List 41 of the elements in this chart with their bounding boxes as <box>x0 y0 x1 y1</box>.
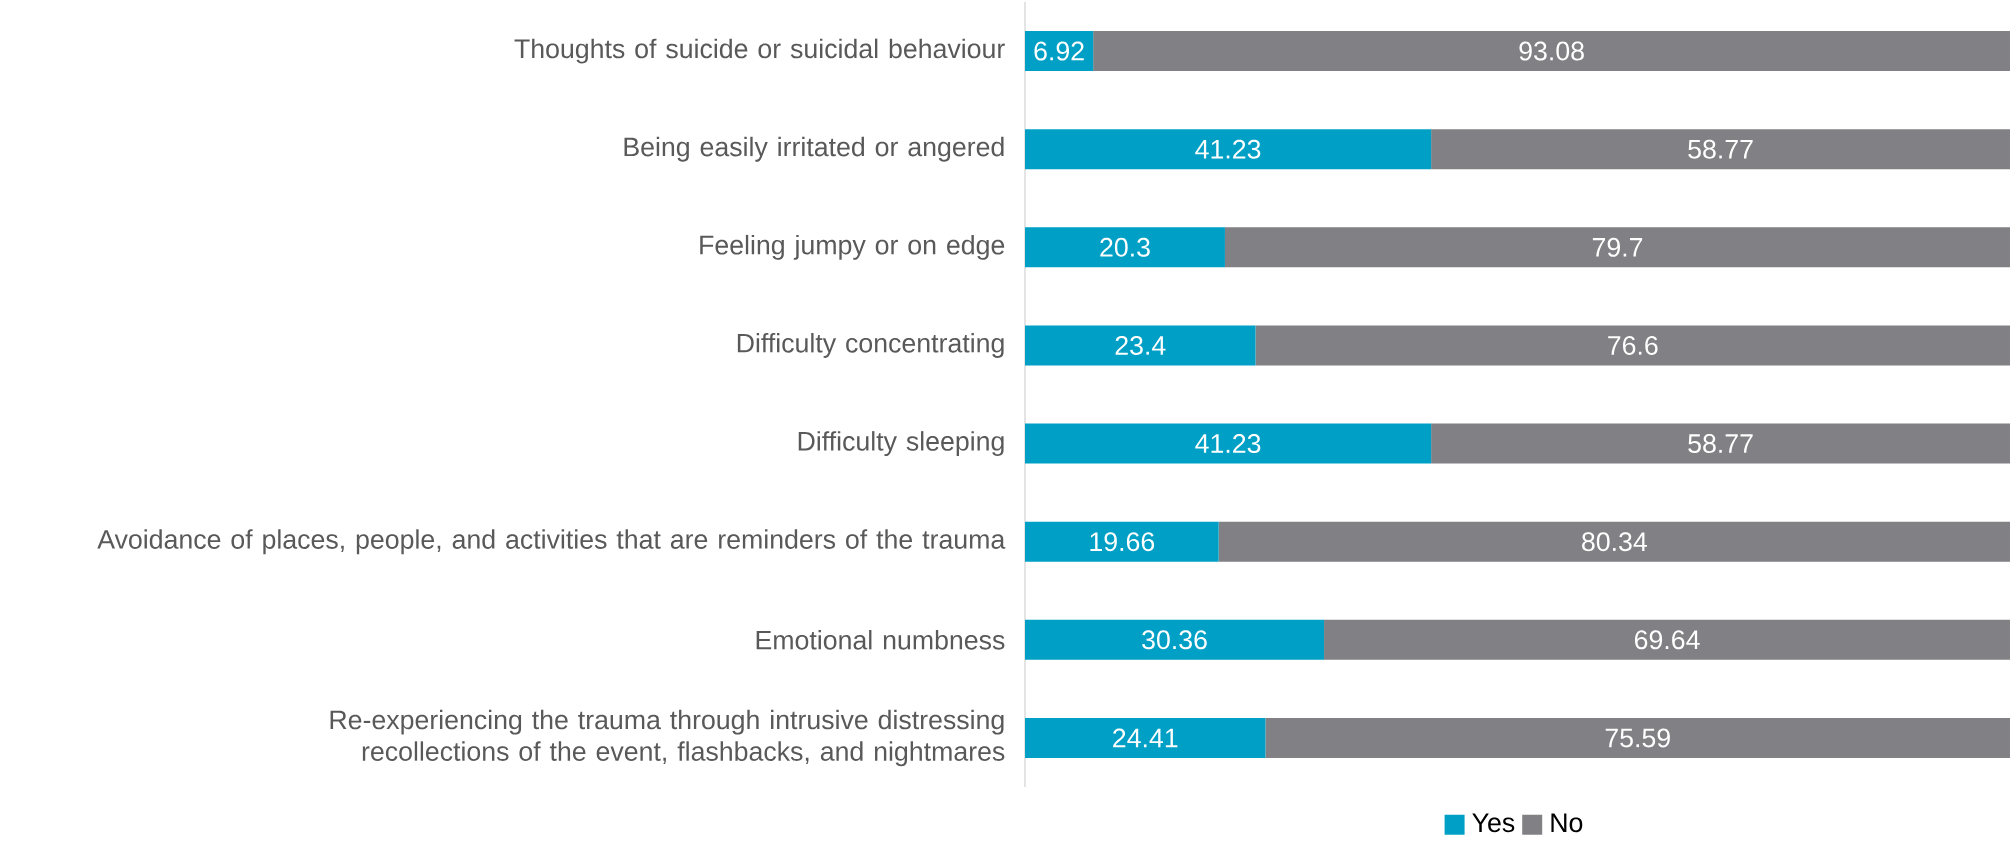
data-label: 79.7 <box>1592 237 1643 257</box>
data-label: 41.23 <box>1195 139 1261 159</box>
y-tick-label: Difficulty sleeping <box>798 431 1004 457</box>
y-tick-label: Thoughts of suicide or suicidal behaviour <box>514 38 1005 64</box>
data-label: 20.3 <box>1100 237 1150 257</box>
bar <box>1218 521 2010 562</box>
y-tick-label: Being easily irritated or angered <box>624 136 1004 162</box>
data-label: 24.41 <box>1113 728 1178 748</box>
bar <box>1255 325 2010 366</box>
bar <box>1025 521 1219 562</box>
y-tick-label: Emotional numbness <box>756 630 1005 650</box>
data-label: 23.4 <box>1115 335 1166 355</box>
bar <box>1324 619 2010 660</box>
data-label: 19.66 <box>1090 532 1155 552</box>
y-tick-label: Difficulty concentrating <box>737 333 1004 358</box>
data-label: 58.77 <box>1688 434 1753 454</box>
data-label: 30.36 <box>1142 630 1207 650</box>
y-tick-label: Avoidance of places, people, and activities that are reminders of the trauma <box>97 529 1006 555</box>
bar <box>1025 129 1432 170</box>
data-label: 80.34 <box>1582 532 1648 552</box>
data-label: 75.59 <box>1605 728 1670 748</box>
bar <box>1025 619 1325 660</box>
bar <box>1265 717 2010 758</box>
y-tick-label: Feeling jumpy or on edge <box>700 234 1005 260</box>
bar <box>1025 227 1225 268</box>
bar <box>1431 129 2010 170</box>
bar <box>1025 717 1266 758</box>
bar <box>1431 423 2010 464</box>
bar <box>1093 31 2010 72</box>
bar <box>1025 325 1256 366</box>
y-tick-label: Re-experiencing the trauma through intrusive distressing recollections of the event, flashbacks, and nightmares <box>330 709 1005 767</box>
bar <box>1224 227 2010 268</box>
bar <box>1025 423 1432 464</box>
data-label: 76.6 <box>1608 335 1658 355</box>
data-label: 93.08 <box>1519 41 1584 61</box>
data-label: 69.64 <box>1635 630 1700 650</box>
legend-label: Yes <box>1472 813 1515 833</box>
data-label: 41.23 <box>1195 434 1261 454</box>
data-label: 6.92 <box>1034 41 1084 61</box>
data-label: 58.77 <box>1688 139 1753 159</box>
legend-label: No <box>1551 813 1583 833</box>
